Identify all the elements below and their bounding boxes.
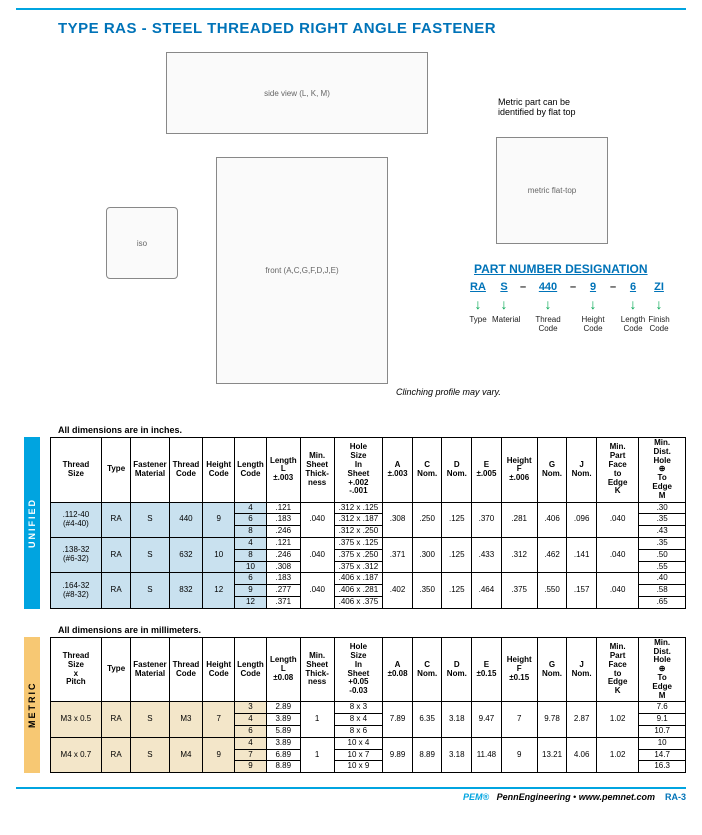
col-header: ThreadSize — [51, 438, 102, 503]
pn-title: PART NUMBER DESIGNATION — [474, 262, 648, 276]
footer-url: www.pemnet.com — [579, 792, 655, 802]
col-header: LengthCode — [235, 637, 267, 702]
col-header: Min.Dist.Hole⊕ToEdgeM — [639, 637, 686, 702]
col-header: Min.SheetThick-ness — [300, 637, 334, 702]
col-header: Type — [101, 637, 131, 702]
col-header: LengthCode — [235, 438, 267, 503]
table-row: .138-32(#6-32)RAS632104.121.040.375 x .1… — [51, 537, 686, 549]
col-header: ThreadSizexPitch — [51, 637, 102, 702]
col-header: GNom. — [537, 438, 567, 503]
footer-pem: PEM® — [463, 792, 489, 802]
clinch-note: Clinching profile may vary. — [396, 387, 501, 397]
pn-example: RAS–440–9–6ZI — [464, 281, 672, 293]
col-header: HeightF±0.15 — [501, 637, 537, 702]
table-row: .112-40(#4-40)RAS44094.121.040.312 x .12… — [51, 502, 686, 514]
col-header: GNom. — [537, 637, 567, 702]
col-header: HoleSizeInSheet+0.05-0.03 — [334, 637, 383, 702]
table-caption-unified: All dimensions are in inches. — [58, 425, 702, 435]
diagram-isometric: iso — [106, 207, 178, 279]
col-header: Min.SheetThick-ness — [300, 438, 334, 503]
table-wrap-metric: METRIC ThreadSizexPitchTypeFastenerMater… — [0, 637, 702, 773]
col-header: HeightF±.006 — [501, 438, 537, 503]
col-header: DNom. — [442, 637, 472, 702]
top-rule — [16, 8, 686, 10]
footer-page: RA-3 — [665, 792, 686, 802]
page-title: TYPE RAS - STEEL THREADED RIGHT ANGLE FA… — [58, 20, 702, 37]
pn-labels: TypeMaterialThreadCodeHeightCodeLengthCo… — [464, 315, 672, 333]
col-header: JNom. — [567, 438, 597, 503]
diagram-area: side view (L, K, M) iso front (A,C,G,F,D… — [16, 47, 686, 417]
col-header: A±.003 — [383, 438, 413, 503]
metric-note: Metric part can beidentified by flat top — [498, 97, 576, 117]
col-header: ThreadCode — [169, 438, 203, 503]
table-metric: ThreadSizexPitchTypeFastenerMaterialThre… — [50, 637, 686, 773]
diagram-metric-variant: metric flat-top — [496, 137, 608, 244]
col-header: HoleSizeInSheet+.002-.001 — [334, 438, 383, 503]
col-header: CNom. — [412, 438, 442, 503]
col-header: JNom. — [567, 637, 597, 702]
col-header: FastenerMaterial — [131, 637, 169, 702]
footer-pe: PennEngineering — [497, 792, 571, 802]
table-row: M3 x 0.5RASM3732.8918 x 37.896.353.189.4… — [51, 702, 686, 714]
col-header: FastenerMaterial — [131, 438, 169, 503]
table-caption-metric: All dimensions are in millimeters. — [58, 625, 702, 635]
table-wrap-unified: UNIFIED ThreadSizeTypeFastenerMaterialTh… — [0, 437, 702, 609]
side-label-unified: UNIFIED — [24, 437, 40, 609]
col-header: CNom. — [412, 637, 442, 702]
diagram-side-view: side view (L, K, M) — [166, 52, 428, 134]
footer: PEM® PennEngineering • www.pemnet.com RA… — [16, 787, 686, 802]
table-row: .164-32(#8-32)RAS832126.183.040.406 x .1… — [51, 573, 686, 585]
table-row: M4 x 0.7RASM4943.89110 x 49.898.893.1811… — [51, 737, 686, 749]
col-header: DNom. — [442, 438, 472, 503]
col-header: E±.005 — [472, 438, 502, 503]
col-header: HeightCode — [203, 438, 235, 503]
col-header: Type — [101, 438, 131, 503]
table-unified: ThreadSizeTypeFastenerMaterialThreadCode… — [50, 437, 686, 609]
diagram-front-view: front (A,C,G,F,D,J,E) — [216, 157, 388, 384]
col-header: Min.Dist.Hole⊕ToEdgeM — [639, 438, 686, 503]
col-header: LengthL±.003 — [266, 438, 300, 503]
col-header: HeightCode — [203, 637, 235, 702]
side-label-metric: METRIC — [24, 637, 40, 773]
col-header: Min.PartFacetoEdgeK — [596, 438, 638, 503]
col-header: LengthL±0.08 — [266, 637, 300, 702]
col-header: E±0.15 — [472, 637, 502, 702]
col-header: Min.PartFacetoEdgeK — [596, 637, 638, 702]
col-header: A±0.08 — [383, 637, 413, 702]
col-header: ThreadCode — [169, 637, 203, 702]
pn-arrows: ↓↓↓↓↓↓ — [464, 297, 672, 311]
